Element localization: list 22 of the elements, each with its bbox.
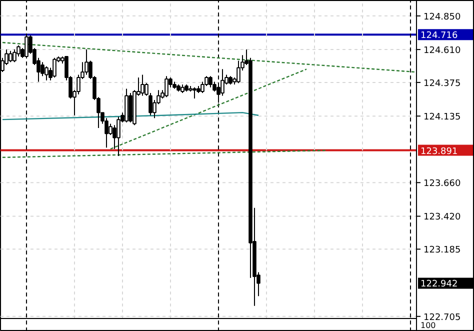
ref-line-label: 123.891: [420, 146, 458, 157]
y-tick-label: 124.375: [424, 78, 461, 89]
candlestick: [140, 74, 144, 96]
y-tick-label: 122.705: [424, 312, 461, 323]
candlestick: [192, 86, 196, 100]
y-tick-label: 123.420: [424, 212, 461, 223]
candlestick: [8, 50, 12, 63]
y-tick-label: 124.850: [424, 12, 461, 22]
candlestick: [116, 116, 120, 156]
y-tick-label: 124.610: [424, 46, 461, 56]
text: 100: [420, 321, 436, 330]
candlestick: [164, 76, 168, 98]
text: 122.942: [420, 280, 458, 290]
candlestick: [208, 76, 212, 88]
candlestick: [44, 66, 48, 81]
candlestick: [84, 49, 88, 76]
y-tick-label: 124.135: [424, 112, 461, 123]
y-tick-label: 123.660: [424, 179, 461, 190]
y-tick-label: 123.185: [424, 246, 461, 256]
candlestick: [12, 49, 16, 63]
candlestick: [52, 57, 56, 78]
ref-line-label: 124.716: [420, 31, 458, 42]
